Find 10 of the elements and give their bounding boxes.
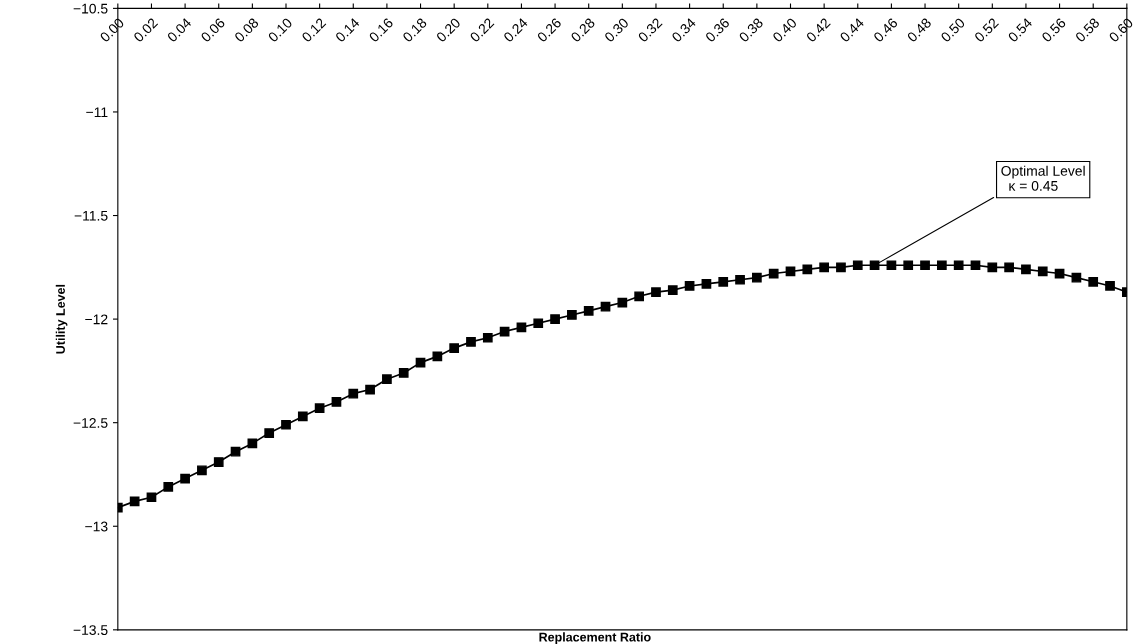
- y-tick-label: −12.5: [73, 418, 108, 428]
- annotation: Optimal Level κ = 0.45: [1001, 165, 1085, 191]
- x-axis-title: Replacement Ratio: [539, 632, 651, 644]
- y-tick-label: −11.5: [74, 211, 108, 221]
- y-tick-label: −13.5: [73, 625, 108, 635]
- y-tick-label: −11: [86, 107, 108, 117]
- y-tick-label: −13: [85, 521, 108, 532]
- y-tick-label: −12: [85, 314, 108, 325]
- y-axis-title: Utility Level: [55, 284, 68, 354]
- y-tick-label: −10.5: [73, 3, 108, 14]
